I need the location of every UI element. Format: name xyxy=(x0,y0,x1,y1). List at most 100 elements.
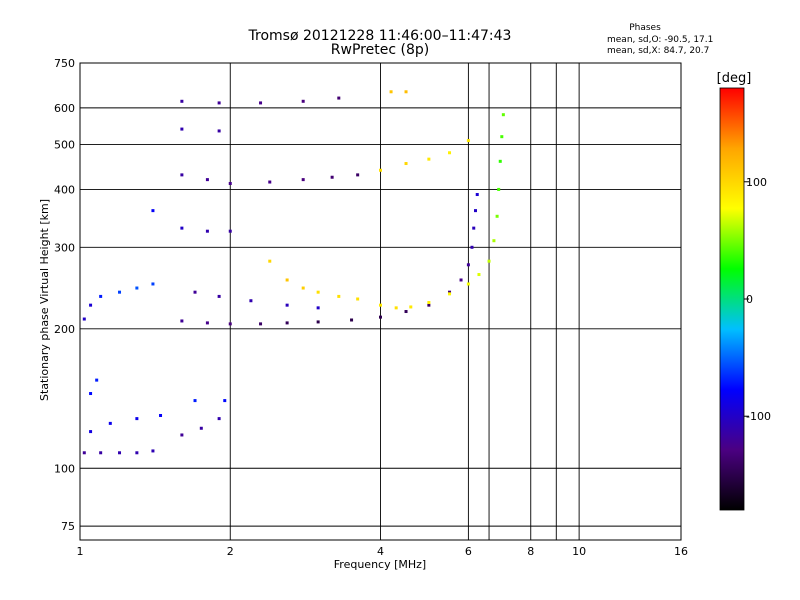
data-point xyxy=(487,259,491,263)
data-point xyxy=(180,127,184,131)
stats-x-mode: mean, sd,X: 84.7, 20.7 xyxy=(607,46,709,56)
colorbar-gradient xyxy=(719,87,745,511)
data-point xyxy=(497,187,501,191)
data-point xyxy=(135,451,139,455)
data-point xyxy=(475,193,479,197)
y-tick-label: 750 xyxy=(54,57,75,70)
colorbar-label: [deg] xyxy=(717,71,752,86)
x-tick-label: 4 xyxy=(377,545,384,558)
data-point xyxy=(268,259,272,263)
colorbar-tick-label: 100 xyxy=(746,176,767,189)
data-point xyxy=(404,90,408,94)
data-point xyxy=(217,101,221,105)
data-point xyxy=(135,286,139,290)
data-point xyxy=(466,139,470,143)
data-point xyxy=(217,417,221,421)
data-point xyxy=(205,229,209,233)
data-point xyxy=(95,378,99,382)
x-tick-label: 16 xyxy=(674,545,688,558)
data-point xyxy=(316,320,320,324)
data-point xyxy=(389,90,393,94)
data-point xyxy=(404,310,408,314)
data-point xyxy=(337,96,341,100)
data-point xyxy=(330,175,334,179)
y-tick-label: 100 xyxy=(54,462,75,475)
data-point xyxy=(473,209,477,213)
y-axis-label: Stationary phase Virtual Height [km] xyxy=(38,199,51,401)
data-point xyxy=(448,290,452,294)
data-point xyxy=(466,263,470,267)
y-tick-label: 600 xyxy=(54,102,75,115)
chart-title: Tromsø 20121228 11:46:00–11:47:43 xyxy=(248,28,512,44)
x-axis-label: Frequency [MHz] xyxy=(334,558,426,571)
data-point xyxy=(492,239,496,243)
data-point xyxy=(356,297,360,301)
y-tick-label: 300 xyxy=(54,241,75,254)
data-point xyxy=(500,135,504,139)
data-point xyxy=(180,433,184,437)
data-point xyxy=(228,322,232,326)
x-tick-label: 6 xyxy=(465,545,472,558)
data-point xyxy=(151,449,155,453)
stats-o-mode: mean, sd,O: -90.5, 17.1 xyxy=(607,35,713,45)
data-point xyxy=(99,294,103,298)
x-tick-label: 10 xyxy=(572,545,586,558)
data-point xyxy=(193,290,197,294)
y-tick-label: 400 xyxy=(54,183,75,196)
data-point xyxy=(82,317,86,321)
data-point xyxy=(301,178,305,182)
data-point xyxy=(151,209,155,213)
data-point xyxy=(217,294,221,298)
data-point xyxy=(285,321,289,325)
data-point xyxy=(394,306,398,310)
data-point xyxy=(409,305,413,309)
y-tick-label: 500 xyxy=(54,139,75,152)
data-point xyxy=(82,451,86,455)
data-point xyxy=(108,421,112,425)
data-point xyxy=(249,299,253,303)
y-tick-label: 200 xyxy=(54,323,75,336)
data-point xyxy=(379,168,382,172)
grid-lines xyxy=(80,63,681,540)
data-point xyxy=(199,426,203,430)
data-point xyxy=(472,226,476,230)
data-point xyxy=(180,226,184,230)
data-point xyxy=(118,290,122,294)
x-tick-label: 8 xyxy=(527,545,534,558)
data-point xyxy=(448,292,452,296)
y-tick-label: 75 xyxy=(61,520,75,533)
data-point xyxy=(89,392,93,396)
x-tick-label: 2 xyxy=(227,545,234,558)
data-point xyxy=(350,318,354,322)
data-point xyxy=(99,451,103,455)
data-points xyxy=(82,90,505,455)
data-point xyxy=(495,214,499,218)
data-point xyxy=(180,99,184,103)
colorbar: [deg] 100 0 -100 xyxy=(717,71,771,511)
data-point xyxy=(89,303,93,307)
data-point xyxy=(470,245,474,249)
data-point xyxy=(180,173,184,177)
data-point xyxy=(159,413,163,417)
data-point xyxy=(427,303,431,307)
data-point xyxy=(301,99,305,103)
data-point xyxy=(337,294,341,298)
data-point xyxy=(268,180,272,184)
data-point xyxy=(379,303,382,307)
data-point xyxy=(118,451,122,455)
data-point xyxy=(223,399,227,403)
data-point xyxy=(501,113,505,117)
data-point xyxy=(285,303,289,307)
data-point xyxy=(151,282,155,286)
data-point xyxy=(301,286,305,290)
data-point xyxy=(427,300,431,304)
data-point xyxy=(379,315,382,319)
data-point xyxy=(427,157,431,161)
data-point xyxy=(448,151,452,155)
chart-subtitle: RwPretec (8p) xyxy=(331,42,429,58)
x-tick-label: 1 xyxy=(77,545,84,558)
data-point xyxy=(135,417,139,421)
data-point xyxy=(217,129,221,133)
data-point xyxy=(285,278,289,282)
